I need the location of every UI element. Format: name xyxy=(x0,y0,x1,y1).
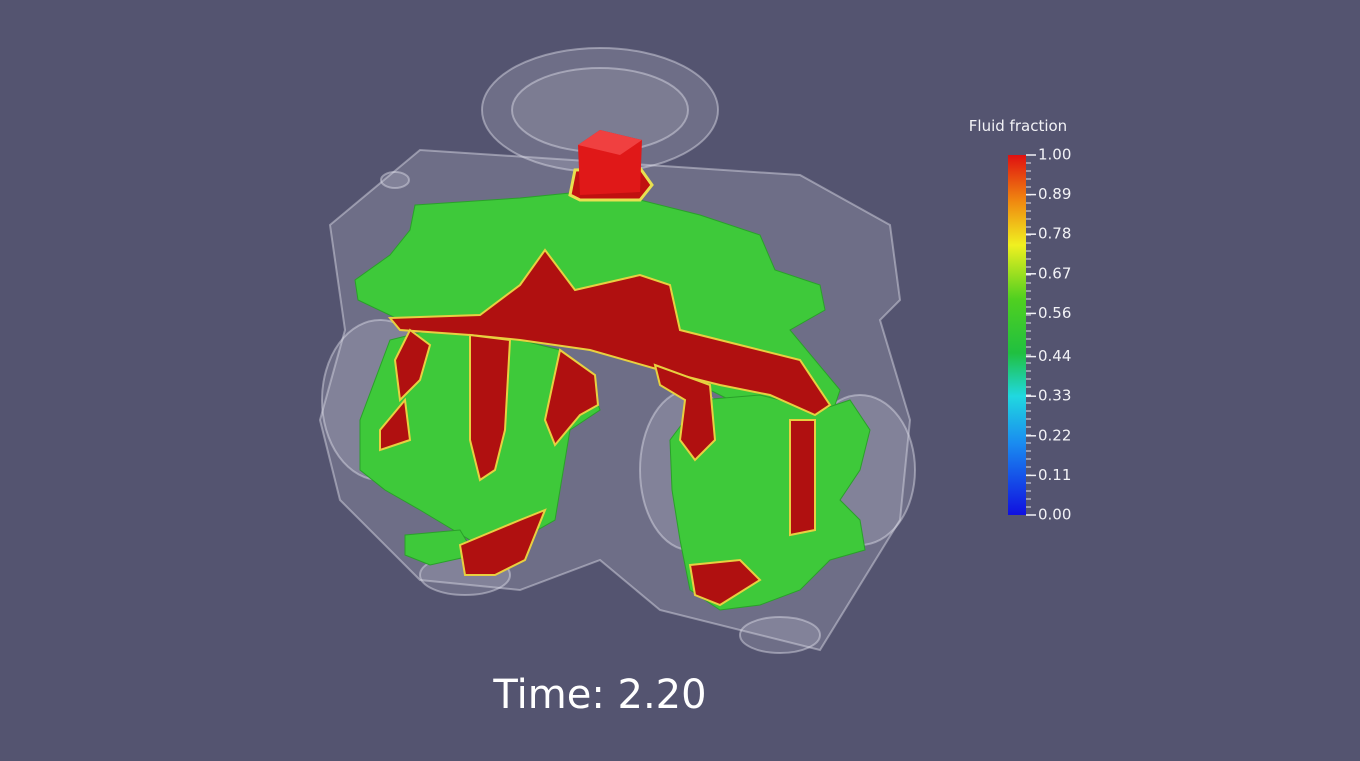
tick-label: 1.00 xyxy=(1038,146,1071,164)
tick-label: 0.33 xyxy=(1038,387,1071,405)
tick-label: 0.00 xyxy=(1038,506,1071,524)
inlet xyxy=(568,130,654,202)
tick-label: 0.44 xyxy=(1038,347,1071,365)
tick-label: 0.78 xyxy=(1038,225,1071,243)
filled-region xyxy=(379,248,832,607)
colorbar-title: Fluid fraction xyxy=(969,117,1067,135)
colorbar xyxy=(1008,155,1026,515)
tick-label: 0.11 xyxy=(1038,466,1071,484)
tick-label: 0.56 xyxy=(1038,304,1071,322)
tick-label: 0.22 xyxy=(1038,426,1071,444)
tick-label: 0.67 xyxy=(1038,264,1071,282)
time-label: Time: 2.20 xyxy=(492,672,706,718)
tick-label: 0.89 xyxy=(1038,185,1071,203)
